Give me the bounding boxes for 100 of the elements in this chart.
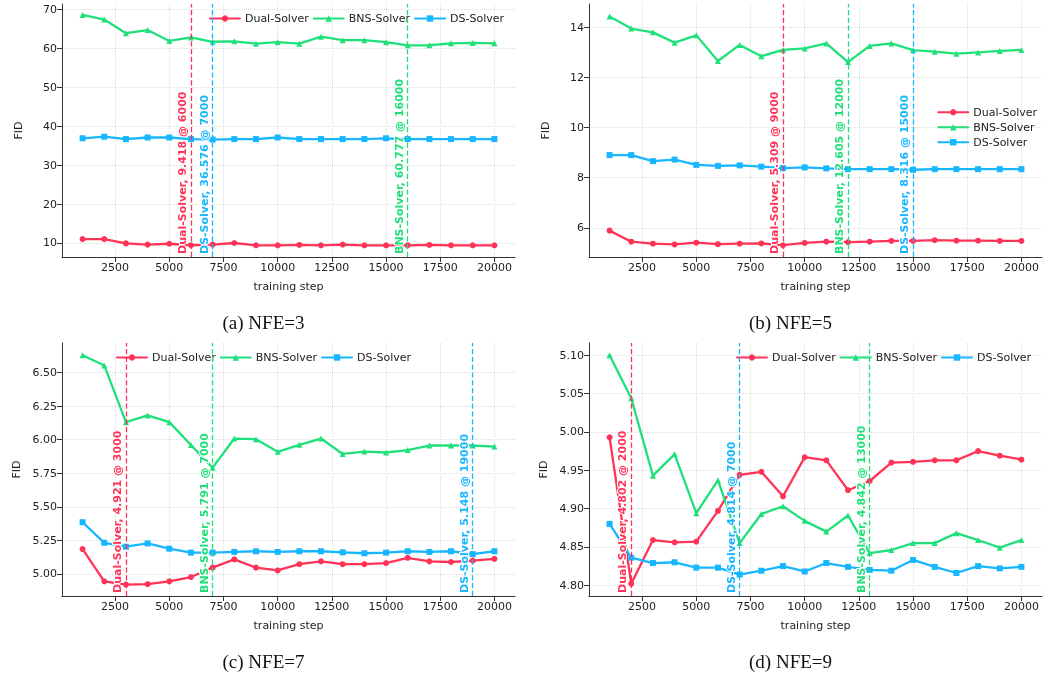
y-tick-label: 8 [577,171,584,185]
point [758,163,765,170]
point [274,39,281,46]
point [1018,46,1025,53]
point [714,477,721,484]
point [296,561,303,568]
point [79,135,86,142]
point [383,560,390,567]
point [166,578,173,585]
x-tick-label: 20000 [476,600,512,613]
point [231,239,238,246]
point [166,240,173,247]
point [996,237,1003,244]
point [231,136,238,143]
y-tick-label: 5.10 [559,348,584,362]
point [823,238,830,245]
point [187,574,194,581]
point [383,135,390,142]
ref-line-label: DS-Solver, 5.148 @ 19000 [457,433,471,593]
point [144,241,151,248]
ref-line-label: Dual-Solver, 4.802 @ 2000 [616,430,630,593]
x-tick-label: 20000 [1003,600,1039,613]
legend-label: Dual-Solver [244,12,310,25]
point [426,42,433,49]
point [491,548,498,555]
x-tick-label: 20000 [476,261,512,274]
point [296,241,303,248]
x-tick-label: 17500 [422,600,458,613]
point [845,487,852,494]
legend-label: Dual-Solver [973,105,1038,119]
point [318,435,325,442]
x-tick-label: 7500 [209,600,238,613]
point [996,565,1003,572]
y-tick-label: 5.00 [559,425,584,439]
x-tick-label: 2500 [628,261,657,274]
point [187,441,194,448]
point [144,581,151,588]
point [866,238,873,245]
point [693,161,700,168]
point [274,567,281,574]
x-axis-title: training step [780,619,851,632]
point [693,239,700,246]
point [866,42,873,49]
point [122,30,129,37]
x-tick-label: 10000 [787,261,823,274]
point [79,352,86,359]
point [975,563,982,570]
x-tick-label: 15000 [368,261,404,274]
point [866,166,873,173]
point [996,47,1003,54]
point [404,548,411,555]
x-tick-label: 15000 [895,261,931,274]
y-tick-label: 5.05 [559,387,584,401]
point [975,448,982,455]
point [931,237,938,244]
ref-line-label: BNS-Solver, 60.777 @ 16000 [392,78,406,254]
y-tick-label: 6.00 [32,433,57,447]
point [491,443,498,450]
x-tick-label: 10000 [260,600,296,613]
y-tick-label: 60 [43,41,57,55]
point [628,25,635,32]
y-tick-label: 4.80 [559,578,584,592]
point [801,164,808,171]
point [931,563,938,570]
x-tick-label: 17500 [949,261,985,274]
point [144,134,151,141]
point [252,564,259,571]
point [318,558,325,565]
legend-label: BNS-Solver [255,351,318,364]
y-tick-label: 10 [43,236,57,250]
point [383,549,390,556]
point [491,40,498,47]
point [845,563,852,570]
y-tick-label: 6 [577,221,584,235]
point [79,11,86,18]
point [426,548,433,555]
point [779,563,786,570]
point [910,540,917,547]
point [953,570,960,576]
point [953,237,960,244]
point [361,448,368,455]
point [910,556,917,563]
point [628,554,635,561]
y-axis-title: FID [539,121,552,140]
point [491,136,498,143]
y-tick-label: 5.50 [32,500,57,514]
point [187,549,194,556]
point [606,520,613,527]
point [779,493,786,500]
point [606,352,613,359]
legend-label: Dual-Solver [771,351,837,364]
point [606,152,613,159]
point [252,136,259,143]
point [758,567,765,574]
x-tick-label: 5000 [155,600,184,613]
point [671,539,678,546]
point [339,561,346,568]
point [606,13,613,20]
point [252,436,259,443]
point [823,457,830,464]
